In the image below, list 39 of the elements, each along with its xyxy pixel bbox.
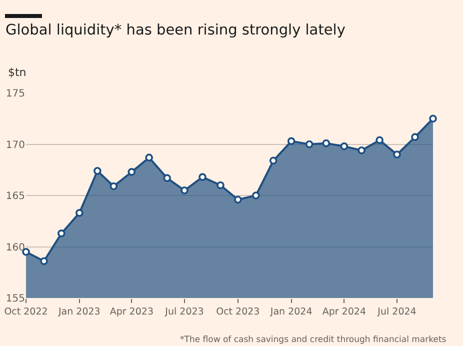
- y-tick-label: 155: [6, 294, 25, 304]
- x-tick-label: Jan 2024: [269, 306, 312, 318]
- point: [58, 230, 66, 238]
- point: [76, 209, 84, 217]
- x-tick-label: Oct 2023: [216, 306, 260, 318]
- point: [163, 174, 171, 182]
- x-tick-label: Jul 2024: [376, 306, 416, 318]
- point: [145, 154, 153, 162]
- point: [110, 182, 118, 190]
- text: *The flow of cash savings and credit through financial markets: [180, 335, 447, 345]
- x-tick-label: Jul 2023: [164, 306, 204, 318]
- y-tick-label: 175: [6, 88, 25, 100]
- point: [411, 133, 419, 141]
- point: [198, 173, 206, 181]
- point: [340, 142, 348, 150]
- y-tick-label: 165: [6, 191, 25, 202]
- y-tick-label: 170: [6, 140, 25, 151]
- point: [358, 146, 366, 154]
- x-tick-label: Apr 2024: [322, 306, 366, 318]
- point: [269, 156, 278, 165]
- point: [393, 150, 401, 158]
- x-tick-label: Oct 2022: [4, 306, 48, 318]
- point: [180, 186, 188, 194]
- point: [322, 139, 330, 148]
- y-axis-title: $tn: [8, 66, 26, 79]
- x-tick-label: Apr 2023: [110, 306, 154, 318]
- y-tick-label: 160: [6, 242, 25, 254]
- point: [429, 114, 437, 123]
- point: [234, 196, 242, 204]
- point: [287, 137, 296, 146]
- point: [128, 168, 136, 176]
- chart-title: Global liquidity* has been rising strongly lately: [6, 22, 346, 38]
- point: [376, 136, 384, 144]
- point: [94, 167, 102, 175]
- point: [40, 257, 48, 265]
- x-tick-label: Jan 2023: [58, 306, 100, 318]
- point: [252, 192, 260, 200]
- point: [305, 140, 314, 148]
- point: [216, 181, 224, 190]
